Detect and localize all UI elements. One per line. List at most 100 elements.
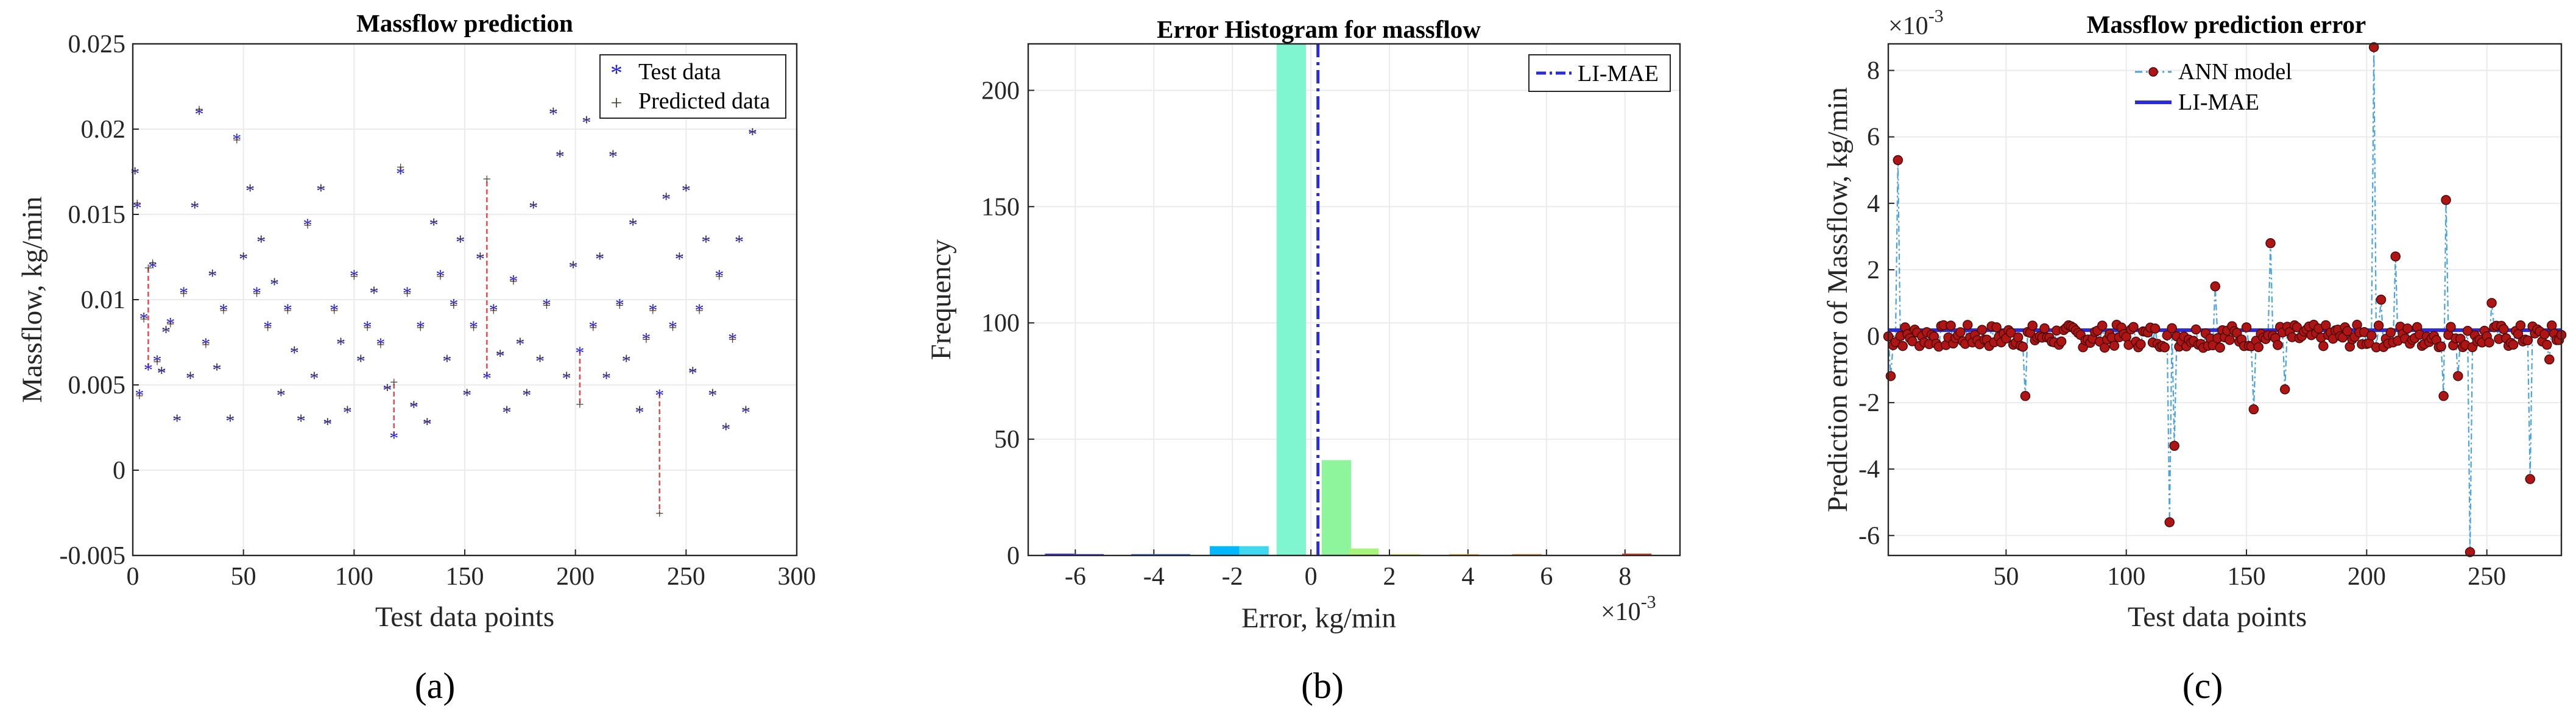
- predicted-data-point: +: [246, 180, 255, 196]
- y-tick-label: 50: [994, 426, 1020, 454]
- test-data-point: *: [263, 317, 272, 337]
- x-tick-label: 250: [667, 563, 705, 591]
- title-a: Massflow prediction: [356, 9, 573, 37]
- panel-label-b: (b): [1301, 666, 1344, 706]
- ann-model-point: [2027, 320, 2038, 331]
- x-tick-label: 150: [2228, 563, 2266, 591]
- ann-model-point: [2020, 390, 2031, 401]
- ann-model-point: [2210, 281, 2220, 292]
- predicted-data-point: +: [569, 257, 577, 273]
- x-tick-label: 50: [1993, 563, 2019, 591]
- ann-model-point: [2253, 342, 2264, 353]
- x-exponent-b: ×10-3: [1601, 592, 1656, 626]
- test-data-point: *: [675, 249, 684, 269]
- ann-model-point: [2241, 322, 2252, 333]
- test-data-point: *: [208, 266, 217, 286]
- test-data-point: *: [562, 368, 571, 389]
- predicted-data-point: +: [310, 368, 319, 384]
- predicted-data-point: +: [180, 286, 188, 302]
- predicted-data-point: +: [410, 397, 418, 413]
- predicted-data-point: +: [562, 368, 571, 384]
- test-data-point: *: [436, 266, 445, 286]
- predicted-data-point: +: [390, 375, 398, 390]
- histogram-bar: [1210, 546, 1240, 555]
- test-data-point: *: [615, 295, 624, 315]
- predicted-data-point: +: [195, 102, 203, 118]
- test-data-point: *: [668, 317, 677, 337]
- ann-model-point: [2017, 342, 2028, 352]
- predicted-data-point: +: [284, 303, 292, 319]
- predicted-data-point: +: [135, 389, 144, 404]
- predicted-data-point: +: [722, 419, 730, 435]
- legend-test-label: Test data: [638, 59, 721, 85]
- predicted-data-point: +: [450, 298, 458, 314]
- predicted-data-point: +: [153, 354, 161, 370]
- test-data-point: *: [201, 334, 210, 354]
- ann-model-point: [2265, 238, 2276, 248]
- predicted-data-point: +: [219, 303, 228, 319]
- predicted-data-point: +: [383, 380, 392, 396]
- histogram-bar: [1621, 553, 1652, 555]
- legend-b: LI-MAE: [1528, 54, 1671, 92]
- predicted-data-point: +: [344, 402, 352, 418]
- test-data-point: *: [509, 271, 518, 291]
- predicted-data-point: +: [376, 337, 385, 353]
- predicted-data-point: +: [496, 346, 504, 362]
- histogram-bar: [1321, 460, 1352, 555]
- test-data-point: *: [735, 232, 744, 252]
- test-data-point: *: [389, 428, 398, 448]
- xlabel-c: Test data points: [2128, 601, 2307, 633]
- test-data-point: *: [219, 300, 228, 320]
- ann-model-point: [2546, 320, 2557, 331]
- ann-model-point: [2465, 547, 2475, 557]
- y-tick-label: 6: [1867, 124, 1880, 152]
- legend-predicted-label: Predicted data: [638, 88, 770, 114]
- test-data-point: *: [629, 215, 638, 235]
- test-data-point: *: [195, 104, 204, 124]
- predicted-data-point: +: [556, 146, 564, 162]
- test-data-point: *: [609, 147, 618, 167]
- test-data-point: *: [496, 347, 505, 367]
- ann-model-point: [2136, 339, 2146, 350]
- test-data-point: *: [549, 104, 558, 124]
- y-exponent-c: ×10-3: [1888, 6, 1944, 40]
- test-data-point: *: [442, 351, 451, 372]
- predicted-data-point: +: [264, 320, 272, 336]
- x-tick-label: 2: [1383, 563, 1396, 591]
- predicted-data-point: +: [649, 303, 657, 319]
- predicted-data-point: +: [186, 368, 195, 384]
- test-data-point: *: [695, 300, 704, 320]
- predicted-data-point: +: [695, 303, 704, 319]
- ann-model-point: [2150, 323, 2161, 334]
- predicted-data-point: +: [742, 402, 750, 418]
- ylabel-c: Prediction error of Massflow, kg/min: [1822, 87, 1854, 512]
- predicted-data-point: +: [602, 368, 611, 384]
- predicted-data-point: +: [323, 414, 332, 430]
- predicted-data-point: +: [233, 133, 241, 149]
- predicted-data-point: +: [708, 385, 717, 401]
- predicted-data-point: +: [622, 351, 630, 367]
- predicted-data-point: +: [208, 266, 217, 281]
- predicted-data-point: +: [270, 274, 279, 290]
- test-data-point: *: [542, 295, 551, 315]
- predicted-data-point: +: [576, 397, 584, 413]
- test-data-point: *: [688, 364, 697, 384]
- test-data-point: *: [482, 368, 492, 389]
- y-tick-label: 100: [981, 309, 1020, 337]
- test-data-point: *: [635, 403, 644, 423]
- histogram-bar: [1349, 548, 1379, 555]
- ann-model-point: [2225, 334, 2235, 345]
- predicted-data-point: +: [476, 248, 485, 264]
- test-data-point: *: [748, 125, 757, 145]
- ann-model-point: [2159, 342, 2170, 353]
- predicted-data-point: +: [423, 414, 431, 430]
- predicted-data-point: +: [213, 359, 221, 375]
- predicted-data-point: +: [226, 411, 235, 426]
- ann-model-point: [2453, 371, 2463, 381]
- y-tick-label: 4: [1867, 190, 1880, 218]
- predicted-data-point: +: [397, 160, 405, 176]
- ylabel-a: Massflow, kg/min: [16, 196, 48, 403]
- ann-model-point: [2099, 342, 2110, 353]
- test-data-point: *: [252, 283, 261, 303]
